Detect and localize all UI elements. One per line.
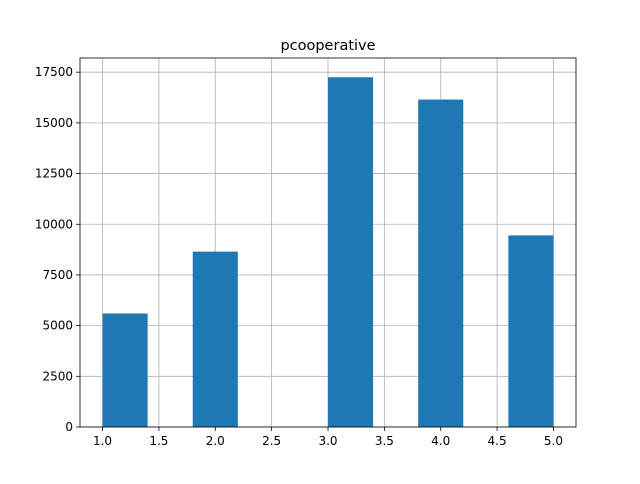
x-tick-label: 4.5 — [488, 434, 507, 448]
x-tick-label: 3.5 — [375, 434, 394, 448]
x-tick-label: 2.0 — [206, 434, 225, 448]
histogram-bar — [418, 99, 464, 428]
y-tick-label: 17500 — [35, 65, 73, 79]
y-tick-label: 2500 — [42, 369, 73, 383]
x-tick-label: 1.0 — [93, 434, 112, 448]
y-tick-label: 10000 — [35, 217, 73, 231]
y-tick-label: 7500 — [42, 268, 73, 282]
y-tick-label: 12500 — [35, 167, 73, 181]
x-tick-label: 3.0 — [318, 434, 337, 448]
histogram-bar — [102, 313, 148, 427]
x-tick-label: 4.0 — [431, 434, 450, 448]
bars-layer — [102, 77, 554, 428]
x-tick-label: 5.0 — [544, 434, 563, 448]
chart-title: pcooperative — [280, 38, 375, 54]
ticks-layer: 1.0 1.5 2.0 2.5 3.0 3.5 4.0 4.5 5.0 0 2500 5000 7500… — [35, 65, 563, 448]
histogram-bar — [192, 251, 238, 427]
histogram-bar — [508, 235, 554, 427]
y-tick-label: 15000 — [35, 116, 73, 130]
x-tick-label: 2.5 — [262, 434, 281, 448]
histogram-bar — [328, 77, 374, 427]
y-tick-label: 5000 — [42, 319, 73, 333]
y-tick-label: 0 — [65, 420, 73, 434]
x-tick-label: 1.5 — [149, 434, 168, 448]
